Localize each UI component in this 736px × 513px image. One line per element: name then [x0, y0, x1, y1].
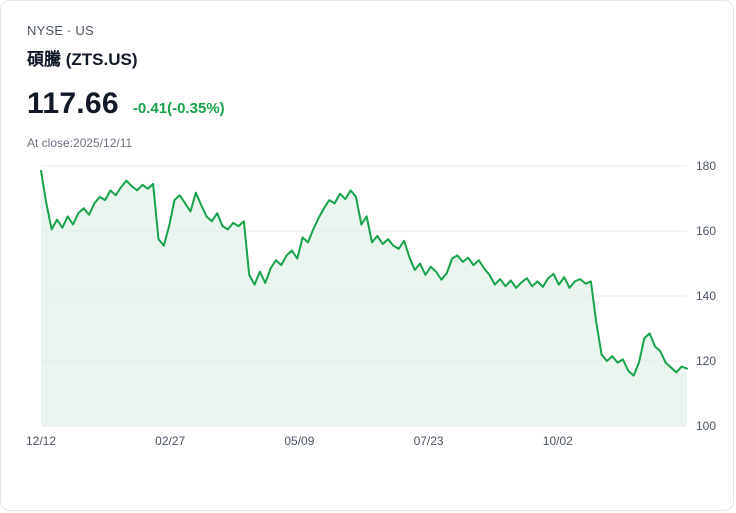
close-timestamp: At close:2025/12/11 — [27, 136, 133, 150]
area-fill — [41, 170, 687, 426]
y-axis-label: 160 — [696, 224, 717, 238]
price-chart[interactable]: 12/12 02/27 05/09 07/23 10/02 180 160 140 120 10… — [26, 159, 733, 448]
y-axis-label: 140 — [696, 289, 717, 303]
stock-title: 碩騰 (ZTS.US) — [27, 50, 138, 69]
price-row: 117.66 -0.41(-0.35%) — [27, 87, 709, 121]
price-line — [41, 171, 687, 376]
x-axis-label: 10/02 — [542, 434, 573, 448]
chart-plot-area[interactable]: 12/12 02/27 05/09 07/23 10/02 — [26, 166, 687, 448]
y-axis-label: 180 — [696, 159, 717, 173]
quote-header: NYSE · US 碩騰 (ZTS.US) 117.66 -0.41(-0.35… — [1, 1, 733, 150]
x-axis-label: 12/12 — [25, 434, 57, 448]
x-axis-label: 05/09 — [284, 434, 315, 448]
current-price: 117.66 — [27, 87, 119, 120]
price-change: -0.41(-0.35%) — [132, 100, 225, 117]
x-axis: 12/12 02/27 05/09 07/23 10/02 — [26, 426, 687, 452]
x-axis-label: 07/23 — [413, 434, 444, 448]
exchange-region-label: NYSE · US — [27, 23, 94, 38]
y-axis-label: 100 — [696, 419, 717, 433]
y-axis: 180 160 140 120 100 — [687, 159, 733, 433]
price-line-chart[interactable] — [41, 166, 687, 426]
y-axis-label: 120 — [696, 354, 717, 368]
x-axis-label: 02/27 — [155, 434, 186, 448]
